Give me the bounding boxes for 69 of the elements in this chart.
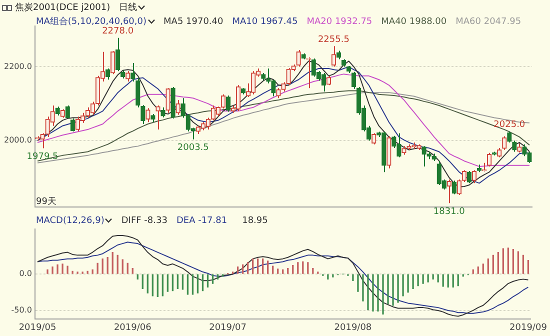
x-tick-label: 2019/05	[18, 322, 56, 333]
candlestick	[497, 148, 502, 158]
candlestick	[241, 88, 246, 95]
candlestick	[60, 108, 65, 118]
x-tick-label: 2019/07	[209, 322, 246, 333]
candlestick	[507, 130, 512, 143]
text: MA40 1988.00	[381, 16, 447, 26]
legend-title: MA组合(5,10,20,40,60,0)	[36, 16, 148, 27]
y-tick-label: 0.0	[19, 269, 32, 278]
candlestick	[492, 151, 497, 156]
candlestick	[301, 52, 306, 60]
legend-title: MACD(12,26,9)	[36, 216, 106, 226]
candlestick	[110, 52, 116, 75]
annotation: 2003.5	[177, 143, 209, 154]
candlestick	[116, 37, 120, 72]
candlestick	[226, 95, 231, 112]
legend-label: MA5 1970.40	[164, 16, 224, 26]
candlestick	[140, 104, 146, 124]
text: MA60 2047.95	[456, 16, 522, 26]
annotation: 2255.5	[318, 35, 350, 45]
candlestick	[512, 140, 517, 152]
y-tick-label: 2000.0	[4, 136, 32, 145]
candlestick	[341, 58, 346, 68]
x-tick-label: 2019/09	[510, 322, 548, 333]
candlestick	[136, 77, 140, 108]
candlestick	[402, 146, 406, 156]
annotation: 2278.0	[102, 26, 134, 37]
candlestick	[502, 136, 507, 150]
candlestick	[487, 152, 492, 168]
text: 18.95	[242, 216, 268, 226]
chart-title: 焦炭2001(DCE j2001)	[15, 2, 110, 14]
candlestick	[462, 170, 467, 183]
text: MA10 1967.45	[232, 16, 298, 26]
candlestick	[156, 105, 160, 130]
candlestick	[476, 164, 482, 173]
candlestick	[446, 178, 452, 204]
y-tick-label: -50.0	[11, 306, 32, 315]
candlestick	[70, 118, 75, 131]
candlestick	[160, 106, 166, 118]
annotation: 1831.0	[433, 206, 466, 217]
candlestick	[120, 70, 126, 80]
candlestick	[276, 88, 281, 99]
candlestick	[296, 50, 301, 68]
candlestick	[336, 50, 342, 60]
candlestick	[126, 70, 130, 82]
chart-subtitle: 日线	[119, 2, 138, 14]
candlestick	[331, 46, 336, 68]
candlestick	[176, 99, 180, 116]
candlestick	[261, 72, 266, 81]
candlestick	[386, 136, 392, 169]
candlestick	[65, 105, 70, 118]
x-tick-label: 2019/08	[334, 322, 372, 333]
annotation: 99天	[36, 196, 56, 208]
annotation: 2025.0	[494, 120, 526, 130]
text: MA20 1932.75	[306, 16, 372, 26]
candlestick	[130, 62, 136, 82]
candlestick	[517, 143, 522, 153]
candlestick	[166, 88, 170, 114]
candlestick	[452, 180, 457, 195]
annotation: 1979.5	[26, 152, 58, 162]
candlestick	[146, 108, 150, 123]
candlestick	[372, 132, 376, 145]
legend-label: DIFF -8.33	[121, 216, 168, 226]
y-tick-label: 2200.0	[4, 62, 32, 71]
text: DEA -17.81	[176, 216, 228, 226]
x-tick-label: 2019/06	[114, 322, 152, 333]
candlestick	[472, 170, 477, 184]
candlestick	[346, 66, 352, 74]
candlestick	[150, 114, 156, 123]
